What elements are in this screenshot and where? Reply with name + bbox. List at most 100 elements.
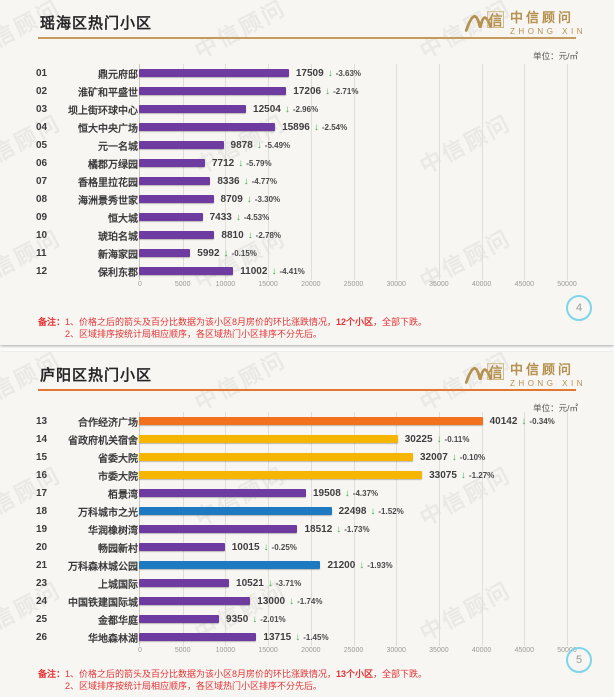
row-number: 25 [36, 613, 48, 625]
bar-zone: 9878 ↓ -5.49% [139, 140, 614, 151]
row-number: 23 [36, 577, 48, 589]
change-percent: -4.37% [352, 488, 379, 498]
community-name: 栢景湾 [108, 489, 138, 501]
price-value: 5992 [197, 247, 220, 259]
bar-row: 23 上城国际 10521 ↓ -3.71% [0, 574, 614, 592]
price-value: 32007 [419, 451, 448, 463]
x-tick-label: 5000 [174, 647, 191, 654]
down-arrow-icon: ↓ [436, 433, 442, 445]
price-value: 15896 [282, 121, 310, 133]
bar-zone: 30225 ↓ -0.11% [139, 434, 614, 445]
x-tick-label: 35000 [429, 281, 449, 288]
change-percent: -2.96% [292, 104, 319, 114]
change-percent: -2.01% [260, 614, 286, 624]
x-tick-label: 25000 [343, 281, 364, 288]
x-tick-label: 20000 [301, 647, 321, 654]
note-label: 备注： [38, 317, 66, 327]
price-bar [139, 213, 203, 221]
gridline [182, 64, 184, 280]
row-number: 18 [36, 505, 48, 517]
down-arrow-icon: ↓ [246, 193, 252, 205]
down-arrow-icon: ↓ [336, 523, 342, 535]
row-number: 13 [36, 415, 48, 427]
row-number: 12 [36, 265, 48, 277]
svg-text:信: 信 [489, 12, 503, 28]
community-name: 省政府机关宿舍 [68, 435, 138, 447]
price-bar [139, 69, 289, 77]
bar-row: 11 新海家园 5992 ↓ -0.15% [0, 244, 614, 262]
gridline [567, 412, 568, 646]
logo-brand-name: 中信顾问 [510, 10, 575, 25]
price-bar [139, 543, 225, 551]
bar-zone: 5992 ↓ -0.15% [139, 248, 614, 259]
price-bar [139, 417, 483, 425]
bar-zone: 7712 ↓ -5.79% [139, 158, 614, 169]
community-name: 中国铁建国际城 [68, 597, 138, 609]
community-name: 市委大院 [98, 471, 138, 483]
bar-row: 02 淮矿和平盛世 17206 ↓ -2.71% [0, 82, 614, 100]
price-value: 8336 [217, 175, 240, 187]
community-name: 合作经济广场 [78, 417, 138, 429]
x-tick-label: 5000 [174, 281, 191, 288]
bar-row: 04 恒大中央广场 15896 ↓ -2.54% [0, 118, 614, 136]
gridline [481, 64, 483, 280]
down-arrow-icon: ↓ [247, 229, 253, 241]
page-title: 庐阳区热门小区 [40, 367, 153, 384]
price-value: 7712 [212, 157, 235, 169]
note-line1-text: 1、价格之后的箭头及百分比数据为该小区8月房价的环比涨跌情况， [65, 669, 337, 679]
logo-brand-latin: ZHONG XIN [510, 379, 586, 388]
page-number-badge: 4 [566, 295, 592, 321]
bar-row: 25 金都华庭 9350 ↓ -2.01% [0, 610, 614, 628]
watermark-text: 中信顾问 [190, 0, 291, 64]
change-percent: -3.63% [335, 68, 362, 78]
community-name: 省委大院 [98, 453, 138, 465]
price-value: 18512 [304, 523, 333, 535]
row-number: 15 [36, 451, 48, 463]
row-number: 07 [36, 175, 48, 187]
bar-zone: 13715 ↓ -1.45% [139, 632, 614, 643]
price-bar [139, 87, 287, 95]
gridline [567, 64, 568, 280]
down-arrow-icon: ↓ [235, 211, 241, 223]
price-value: 12504 [253, 103, 281, 115]
x-tick-label: 0 [138, 647, 142, 654]
bar-zone: 7433 ↓ -4.53% [139, 212, 614, 223]
change-percent: -2.54% [321, 122, 348, 132]
title-underline [38, 37, 576, 39]
bar-row: 16 市委大院 33075 ↓ -1.27% [0, 466, 614, 484]
bar-zone: 9350 ↓ -2.01% [139, 614, 614, 625]
bar-row: 17 栢景湾 19508 ↓ -4.37% [0, 484, 614, 502]
x-tick-label: 20000 [301, 281, 321, 288]
community-name: 橘郡万绿园 [88, 159, 138, 171]
gridline [225, 64, 227, 280]
change-percent: -5.79% [246, 158, 272, 168]
change-percent: -1.27% [468, 470, 495, 480]
change-percent: -3.30% [254, 194, 281, 204]
row-number: 19 [36, 523, 48, 535]
price-bar [139, 471, 423, 479]
bar-zone: 40142 ↓ -0.34% [139, 416, 614, 427]
price-value: 17206 [293, 85, 322, 97]
bar-zone: 32007 ↓ -0.10% [139, 452, 614, 463]
community-name: 新海家园 [98, 249, 138, 261]
bar-row: 01 鼎元府邸 17509 ↓ -3.63% [0, 64, 614, 82]
change-percent: -0.15% [231, 248, 257, 258]
change-percent: -5.49% [264, 140, 291, 150]
community-name: 淮矿和平盛世 [78, 87, 138, 99]
price-bar [139, 435, 398, 443]
logo-brand-latin: ZHONG XIN [510, 27, 586, 36]
note-line1-suffix: ，全部下跌。 [373, 669, 428, 679]
logo-brand-name: 中信顾问 [510, 362, 575, 377]
community-name: 坝上街环球中心 [68, 105, 138, 117]
note-line1-text: 1、价格之后的箭头及百分比数据为该小区8月房价的环比涨跌情况， [65, 317, 337, 327]
down-arrow-icon: ↓ [243, 175, 249, 187]
row-number: 20 [36, 541, 48, 553]
change-percent: -3.71% [275, 578, 302, 588]
notes-block: 备注：1、价格之后的箭头及百分比数据为该小区8月房价的环比涨跌情况，12个小区，… [38, 316, 544, 340]
down-arrow-icon: ↓ [295, 631, 301, 643]
price-bar [139, 141, 224, 149]
price-bar [139, 105, 247, 113]
community-name: 华润橡树湾 [88, 525, 138, 537]
note-line1-count: 12个小区 [336, 317, 374, 327]
note-label: 备注： [38, 669, 66, 679]
